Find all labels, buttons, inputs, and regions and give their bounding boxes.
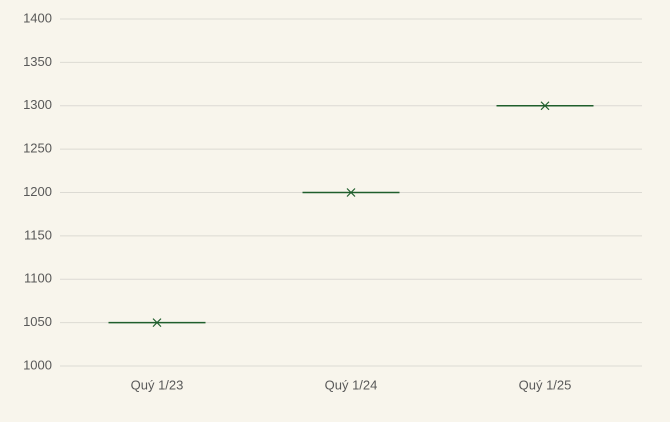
x-tick-label: Quý 1/23	[131, 377, 184, 392]
x-tick-label: Quý 1/24	[325, 377, 378, 392]
y-tick-label: 1050	[23, 314, 52, 329]
mean-marker	[346, 188, 356, 197]
y-tick-label: 1100	[24, 271, 52, 286]
y-tick-label: 1000	[23, 357, 52, 372]
mean-marker	[540, 101, 550, 111]
y-tick-label: 1250	[23, 141, 52, 156]
x-tick-label: Quý 1/25	[519, 377, 572, 392]
y-tick-label: 1150	[24, 227, 52, 242]
y-tick-label: 1350	[23, 54, 52, 69]
y-tick-label: 1400	[23, 10, 52, 25]
y-tick-label: 1200	[23, 184, 52, 199]
y-tick-label: 1300	[23, 97, 52, 112]
mean-marker	[152, 318, 162, 328]
